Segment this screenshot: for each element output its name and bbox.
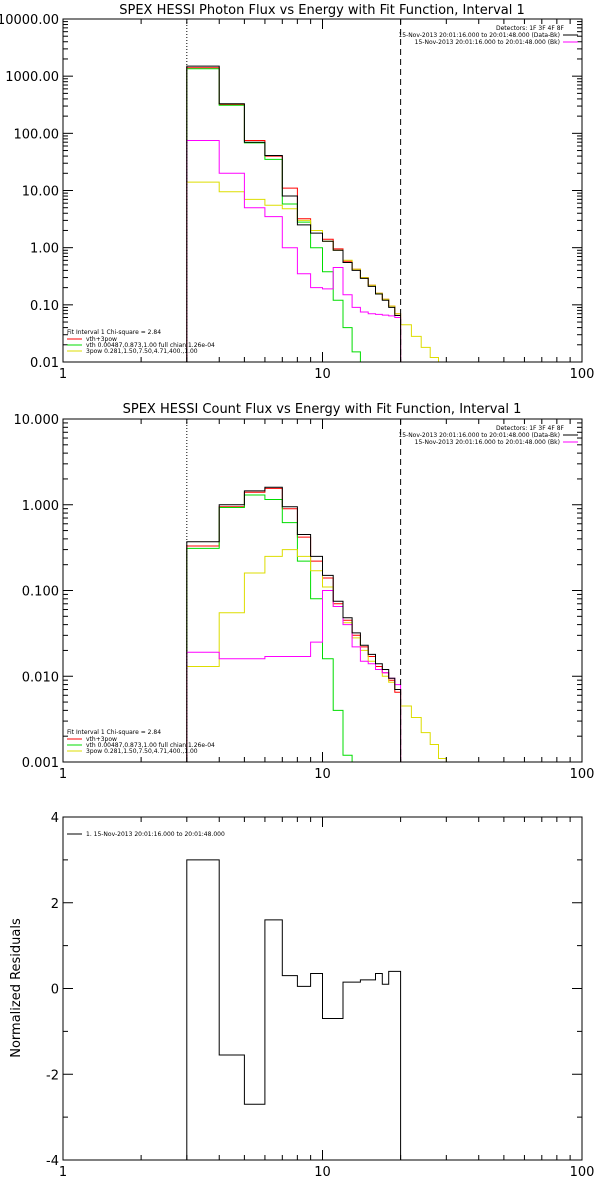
y-tick-label: 2 — [51, 897, 59, 912]
series-line-3 — [186, 590, 402, 762]
background-interval-label: 15-Nov-2013 20:01:16.000 to 20:01:48.000… — [415, 439, 560, 446]
chart-title: SPEX HESSI Photon Flux vs Energy with Fi… — [119, 3, 525, 18]
x-tick-label: 10 — [314, 767, 331, 782]
series-line-1 — [186, 494, 353, 762]
series-line-4 — [186, 486, 402, 762]
y-tick-label: 1.00 — [30, 242, 59, 257]
y-tick-label: 10000.00 — [0, 13, 59, 28]
x-tick-label: 1 — [59, 767, 67, 782]
legend-label-residual: 1. 15-Nov-2013 20:01:16.000 to 20:01:48.… — [86, 831, 225, 838]
series-layer — [186, 486, 447, 762]
info-box: Detectors: 1F 3F 4F 8F 15-Nov-2013 20:01… — [398, 425, 578, 446]
y-tick-label: 4 — [51, 811, 59, 826]
y-axis-label: Normalized Residuals — [9, 918, 24, 1058]
legend-label-3pow: 3pow 0.281,1.50,7.50,4.71,400.,1.00 — [86, 748, 198, 755]
x-tick-label: 10 — [314, 1165, 331, 1180]
photon-flux-panel: SPEX HESSI Photon Flux vs Energy with Fi… — [0, 3, 594, 382]
series-line-4 — [186, 65, 402, 362]
detectors-label: Detectors: 1F 3F 4F 8F — [496, 425, 565, 432]
legend-title: Fit Interval 1 Chi-square = 2.84 — [67, 329, 161, 336]
y-tick-label: 0 — [51, 983, 59, 998]
y-tick-label: 0.10 — [30, 299, 59, 314]
series-line-2 — [186, 549, 447, 762]
legend: Fit Interval 1 Chi-square = 2.84 vth+3po… — [67, 729, 215, 755]
count-flux-panel: SPEX HESSI Count Flux vs Energy with Fit… — [14, 402, 595, 782]
y-tick-label: -2 — [46, 1068, 59, 1083]
x-tick-label: 100 — [570, 767, 595, 782]
overlay-layer — [186, 19, 402, 362]
axes-layer: 1 10 100 -4 -2 0 2 4 — [46, 811, 594, 1180]
x-tick-label: 10 — [314, 367, 331, 382]
y-tick-label: 10.00 — [22, 185, 59, 200]
legend-label-fit: vth+3pow — [86, 336, 117, 343]
series-line-2 — [186, 181, 439, 362]
legend: 1. 15-Nov-2013 20:01:16.000 to 20:01:48.… — [67, 831, 225, 838]
y-tick-label: 0.01 — [30, 356, 59, 371]
series-line-0 — [186, 859, 402, 1160]
y-tick-label: -4 — [46, 1154, 59, 1169]
legend-label-fit: vth+3pow — [86, 736, 117, 743]
overlay-layer — [186, 419, 402, 762]
legend-label-vth: vth 0.00487,0.873,1.00 full chian 1.26e-… — [86, 342, 215, 349]
y-tick-label: 0.010 — [22, 670, 59, 685]
detectors-label: Detectors: 1F 3F 4F 8F — [496, 25, 565, 32]
x-tick-label: 100 — [570, 367, 595, 382]
y-tick-label: 1000.00 — [5, 70, 59, 85]
x-tick-label: 100 — [570, 1165, 595, 1180]
y-tick-label: 1.000 — [22, 499, 59, 514]
chart-title: SPEX HESSI Count Flux vs Energy with Fit… — [123, 402, 522, 417]
y-tick-label: 100.00 — [14, 127, 60, 142]
series-layer — [186, 859, 402, 1160]
axes-layer: 1 10 100 0.01 0.10 1.00 10.00 100.00 1000.00 1000… — [0, 13, 594, 382]
y-tick-label: 0.001 — [22, 756, 59, 771]
legend-label-vth: vth 0.00487,0.873,1.00 full chian 1.26e-… — [86, 742, 215, 749]
axes-layer: 1 10 100 0.001 0.010 0.100 1.000 10.000 — [14, 413, 595, 782]
x-tick-label: 1 — [59, 367, 67, 382]
series-line-1 — [186, 68, 369, 363]
data-interval-label: 15-Nov-2013 20:01:16.000 to 20:01:48.000… — [398, 432, 560, 439]
legend-title: Fit Interval 1 Chi-square = 2.84 — [67, 729, 161, 736]
x-tick-label: 1 — [59, 1165, 67, 1180]
data-interval-label: 15-Nov-2013 20:01:16.000 to 20:01:48.000… — [398, 32, 560, 39]
series-layer — [186, 65, 439, 363]
series-line-0 — [186, 67, 402, 362]
background-interval-label: 15-Nov-2013 20:01:16.000 to 20:01:48.000… — [415, 39, 560, 46]
info-box: Detectors: 1F 3F 4F 8F 15-Nov-2013 20:01… — [398, 25, 578, 46]
y-tick-label: 10.000 — [14, 413, 60, 428]
y-tick-label: 0.100 — [22, 585, 59, 600]
legend: Fit Interval 1 Chi-square = 2.84 vth+3po… — [67, 329, 215, 355]
plot-frame — [62, 18, 583, 363]
legend-label-3pow: 3pow 0.281,1.50,7.50,4.71,400.,1.00 — [86, 348, 198, 355]
series-line-3 — [186, 140, 402, 362]
residuals-panel: 1 10 100 -4 -2 0 2 4 Normalized Residuals 1. 15… — [9, 811, 594, 1180]
